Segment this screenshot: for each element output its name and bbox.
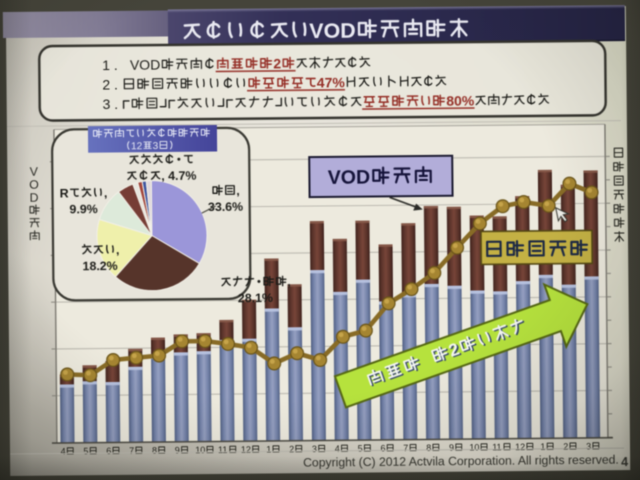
svg-text:9.9%: 9.9% (69, 202, 97, 216)
svg-text:10: 10 (195, 445, 205, 455)
svg-text:2: 2 (289, 444, 294, 454)
svg-text:4: 4 (335, 444, 340, 454)
svg-text:6: 6 (380, 443, 385, 453)
svg-text:Copyright (C) 2012 Actvila Cor: Copyright (C) 2012 Actvila Corporation. … (303, 453, 619, 470)
svg-text:5: 5 (358, 444, 363, 454)
svg-text:5: 5 (83, 446, 88, 456)
svg-text:V: V (30, 165, 39, 179)
svg-text:12: 12 (241, 445, 251, 455)
svg-text:R: R (60, 186, 69, 200)
svg-text:11: 11 (492, 442, 501, 452)
svg-text:2: 2 (102, 77, 110, 93)
svg-text:7: 7 (129, 446, 134, 456)
svg-text:11: 11 (218, 445, 227, 455)
svg-text:80%: 80% (446, 93, 475, 109)
svg-text:18.2%: 18.2% (82, 259, 117, 273)
svg-text:4: 4 (61, 446, 66, 456)
svg-text:1: 1 (266, 444, 271, 454)
svg-text:O: O (29, 178, 39, 192)
svg-text:1: 1 (102, 57, 110, 73)
svg-text:3: 3 (103, 96, 111, 112)
svg-text:VOD: VOD (130, 57, 160, 73)
svg-text:33.6%: 33.6% (208, 200, 243, 214)
svg-text:9: 9 (449, 443, 454, 453)
svg-text:VOD: VOD (328, 167, 370, 189)
svg-text:1: 1 (540, 442, 545, 452)
svg-text:9: 9 (175, 445, 180, 455)
svg-text:28.1%: 28.1% (238, 291, 273, 305)
svg-text:, 4.7%: , 4.7% (161, 169, 196, 183)
svg-text:.: . (114, 57, 118, 73)
svg-text:7: 7 (403, 443, 408, 453)
svg-text:.: . (114, 96, 118, 112)
svg-text:,: , (116, 243, 120, 257)
svg-text:.: . (114, 76, 118, 92)
svg-text:,: , (287, 275, 291, 289)
svg-text:D: D (30, 191, 39, 205)
svg-text:3: 3 (312, 444, 317, 454)
svg-text:4: 4 (621, 455, 628, 469)
svg-text:,: , (236, 184, 240, 198)
svg-text:12: 12 (131, 141, 143, 152)
svg-text:8: 8 (426, 443, 431, 453)
svg-text:,: , (104, 186, 108, 200)
svg-text:2: 2 (273, 55, 281, 71)
svg-text:VOD: VOD (309, 19, 356, 43)
svg-text:3: 3 (586, 441, 591, 451)
svg-text:10: 10 (469, 442, 479, 452)
svg-text:12: 12 (515, 442, 525, 452)
svg-text:3: 3 (153, 141, 159, 152)
svg-text:2: 2 (563, 442, 568, 452)
svg-text:6: 6 (106, 446, 111, 456)
svg-text:47%: 47% (317, 74, 346, 90)
svg-text:8: 8 (152, 446, 157, 456)
